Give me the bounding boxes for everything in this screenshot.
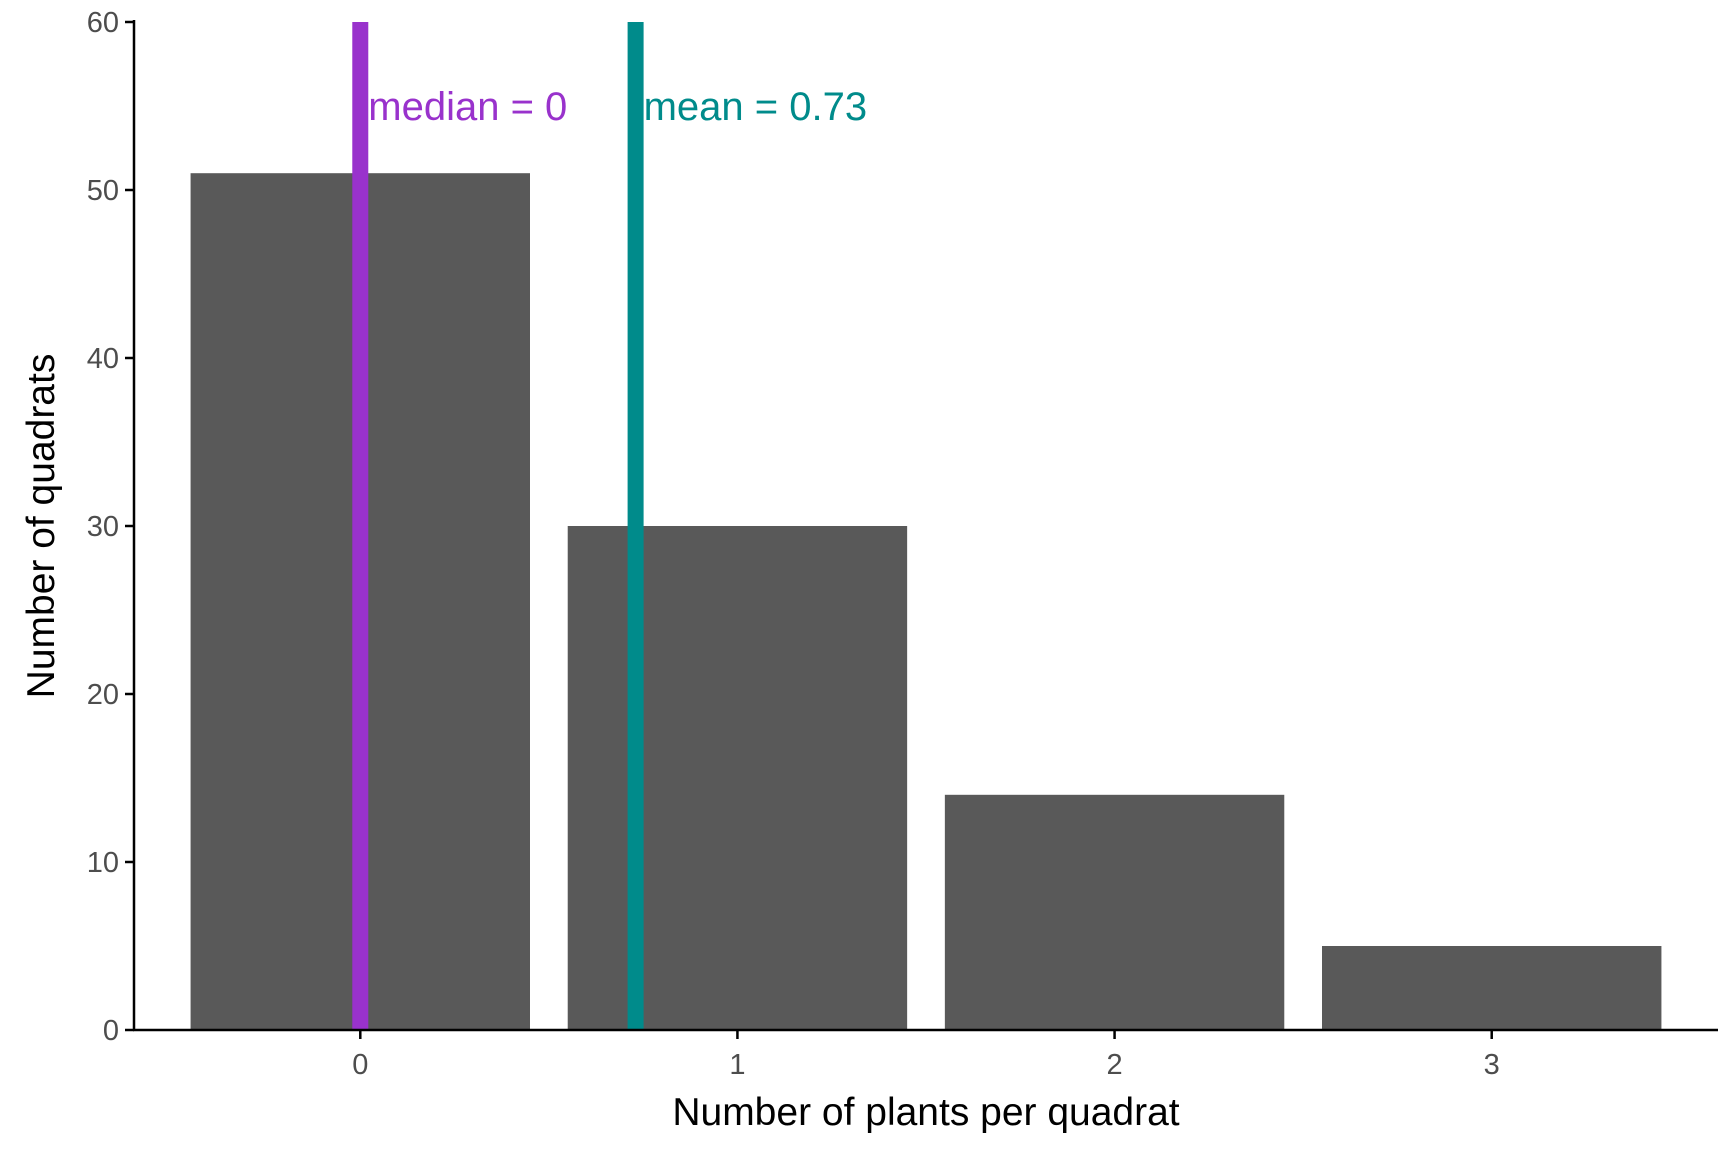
y-tick-label-40: 40 bbox=[87, 343, 119, 375]
y-tick-label-50: 50 bbox=[87, 175, 119, 207]
reference-lines-group bbox=[352, 22, 644, 1030]
x-tick-label-0: 0 bbox=[352, 1049, 368, 1081]
x-axis-title: Number of plants per quadrat bbox=[672, 1091, 1179, 1134]
bar-1 bbox=[567, 526, 908, 1030]
y-axis-title: Number of quadrats bbox=[20, 354, 63, 699]
median-label: median = 0 bbox=[368, 85, 567, 129]
mean-label: mean = 0.73 bbox=[644, 85, 868, 129]
y-tick-label-60: 60 bbox=[87, 7, 119, 39]
annotations-group: median = 0 mean = 0.73 bbox=[368, 85, 867, 129]
y-tick-label-0: 0 bbox=[103, 1015, 119, 1047]
x-tick-label-1: 1 bbox=[729, 1049, 745, 1081]
y-axis-ticks: 0 10 20 30 40 50 60 bbox=[87, 7, 134, 1047]
bar-2 bbox=[944, 794, 1285, 1030]
y-tick-label-10: 10 bbox=[87, 847, 119, 879]
x-axis-ticks: 0 1 2 3 bbox=[352, 1030, 1500, 1081]
y-tick-label-30: 30 bbox=[87, 511, 119, 543]
bars-group bbox=[190, 173, 1662, 1030]
bar-3 bbox=[1322, 946, 1662, 1030]
x-tick-label-2: 2 bbox=[1107, 1049, 1123, 1081]
x-tick-label-3: 3 bbox=[1484, 1049, 1500, 1081]
y-tick-label-20: 20 bbox=[87, 679, 119, 711]
